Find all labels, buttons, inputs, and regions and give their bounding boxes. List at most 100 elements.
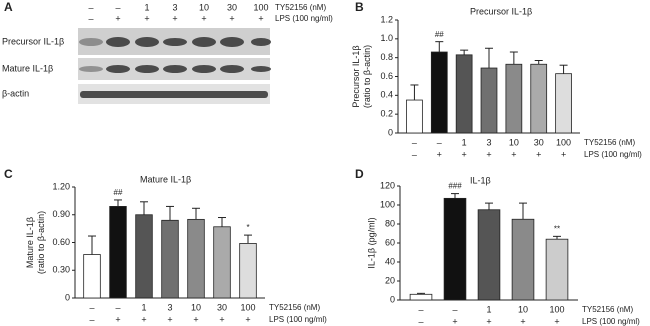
blot-image (78, 28, 271, 104)
x-tick-label: + (462, 149, 467, 159)
lane-label: – (115, 2, 120, 12)
y-axis-label: (ratio to β-actin) (36, 211, 46, 274)
error-bar (509, 51, 518, 65)
x-tick-label: 30 (534, 137, 544, 147)
error-bar (451, 193, 459, 199)
y-axis-label: Mature IL-1β (25, 217, 35, 268)
y-tick-label: 0 (388, 127, 393, 137)
lane-label: 10 (199, 2, 209, 12)
error-bar (460, 49, 469, 55)
y-tick-label: 0.90 (52, 209, 70, 219)
panel-letter: D (355, 167, 364, 181)
significance-label: ### (448, 182, 462, 191)
x-tick-label: 10 (509, 137, 519, 147)
row-label: TY52156 (nM) (584, 138, 635, 147)
x-tick-label: – (418, 304, 423, 314)
bar (477, 209, 501, 301)
x-tick-label: + (141, 314, 146, 324)
bar (187, 218, 205, 299)
row-label: TY52156 (nM) (582, 305, 633, 314)
lane-label: 100 (253, 2, 268, 12)
x-tick-label: 100 (240, 302, 255, 312)
x-tick-label: 1 (141, 302, 146, 312)
panel-letter: B (355, 0, 364, 14)
panel-letter: A (4, 0, 13, 14)
y-axis-label: Precursor IL-1β (351, 45, 361, 107)
error-bar (244, 234, 252, 244)
lane-label: – (88, 13, 93, 23)
bar (239, 243, 257, 299)
bar (213, 226, 231, 299)
error-bar (88, 235, 96, 255)
x-tick-label: – (437, 137, 442, 147)
x-tick-label: – (412, 149, 417, 159)
bar (505, 63, 523, 134)
y-tick-label: 60 (385, 237, 395, 247)
y-tick-label: 100 (380, 199, 395, 209)
bar (409, 293, 433, 301)
blot-row-label: Precursor IL-1β (2, 36, 64, 46)
y-tick-label: 120 (380, 180, 395, 190)
y-tick-label: 0 (390, 294, 395, 304)
error-bar (218, 217, 226, 227)
x-tick-label: – (452, 304, 457, 314)
bar (443, 197, 467, 301)
chart-title: Precursor IL-1β (470, 6, 532, 16)
row-label: LPS (100 ng/ml) (582, 317, 640, 326)
y-tick-label: 0.6 (380, 71, 393, 81)
lane-label: 1 (144, 2, 149, 12)
x-tick-label: 100 (556, 137, 571, 147)
bar (545, 238, 569, 301)
x-tick-label: + (245, 314, 250, 324)
lane-label: + (144, 13, 149, 23)
x-tick-label: + (437, 149, 442, 159)
row-label: LPS (100 ng/ml) (269, 315, 327, 324)
x-tick-label: 10 (191, 302, 201, 312)
x-tick-label: + (536, 149, 541, 159)
significance-label: ## (114, 188, 123, 197)
x-tick-label: 1 (462, 137, 467, 147)
y-tick-label: 40 (385, 256, 395, 266)
bar (83, 254, 101, 299)
y-tick-label: 0.4 (380, 90, 393, 100)
y-tick-label: 0.30 (52, 265, 70, 275)
x-tick-label: + (193, 314, 198, 324)
lane-label: + (258, 13, 263, 23)
x-tick-label: + (115, 314, 120, 324)
bar (109, 206, 127, 299)
lane-label: 3 (172, 2, 177, 12)
lane-label: + (201, 13, 206, 23)
x-tick-label: – (418, 316, 423, 326)
bar (455, 54, 473, 134)
lane-label: + (229, 13, 234, 23)
error-bar (485, 202, 493, 210)
bar (480, 67, 498, 134)
y-tick-label: 0.2 (380, 109, 393, 119)
bar (430, 51, 448, 134)
error-bar (410, 84, 419, 101)
significance-label: ## (435, 30, 444, 39)
row-label: LPS (100 ng/ml) (584, 150, 642, 159)
lane-label: – (88, 2, 93, 12)
x-tick-label: – (89, 314, 94, 324)
lane-label: 30 (227, 2, 237, 12)
lane-label: + (115, 13, 120, 23)
bar (135, 214, 153, 299)
x-tick-label: – (115, 302, 120, 312)
x-tick-label: 10 (518, 304, 528, 314)
error-bar (485, 47, 493, 69)
y-tick-label: 1.2 (380, 14, 393, 24)
y-tick-label: 80 (385, 218, 395, 228)
x-tick-label: 3 (167, 302, 172, 312)
error-bar (435, 41, 444, 53)
x-tick-label: + (486, 149, 491, 159)
error-bar (140, 201, 148, 215)
y-tick-label: 1.20 (52, 181, 70, 191)
lane-label: + (172, 13, 177, 23)
x-tick-label: + (554, 316, 559, 326)
error-bar (559, 64, 568, 74)
y-tick-label: 20 (385, 275, 395, 285)
significance-label: * (246, 223, 249, 232)
x-tick-label: + (219, 314, 224, 324)
